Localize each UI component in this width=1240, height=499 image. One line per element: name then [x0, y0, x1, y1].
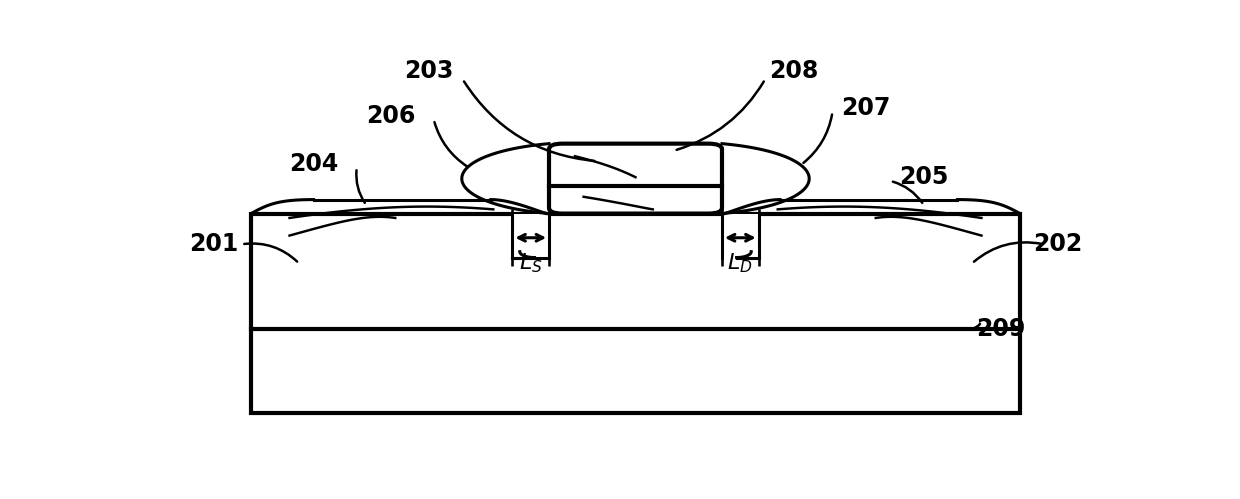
Bar: [512, 214, 549, 257]
Text: 206: 206: [366, 104, 415, 128]
Bar: [250, 214, 1021, 413]
Text: 203: 203: [404, 59, 454, 83]
Text: 207: 207: [842, 96, 890, 120]
FancyBboxPatch shape: [549, 144, 722, 214]
Text: $L_S$: $L_S$: [518, 251, 543, 275]
Text: 209: 209: [976, 317, 1025, 341]
Text: $L_D$: $L_D$: [728, 251, 753, 275]
Text: 202: 202: [1033, 233, 1083, 256]
Bar: [722, 214, 759, 257]
Text: 201: 201: [188, 233, 238, 256]
Text: 208: 208: [769, 59, 818, 83]
Text: 204: 204: [289, 152, 339, 176]
Text: 205: 205: [899, 165, 949, 189]
